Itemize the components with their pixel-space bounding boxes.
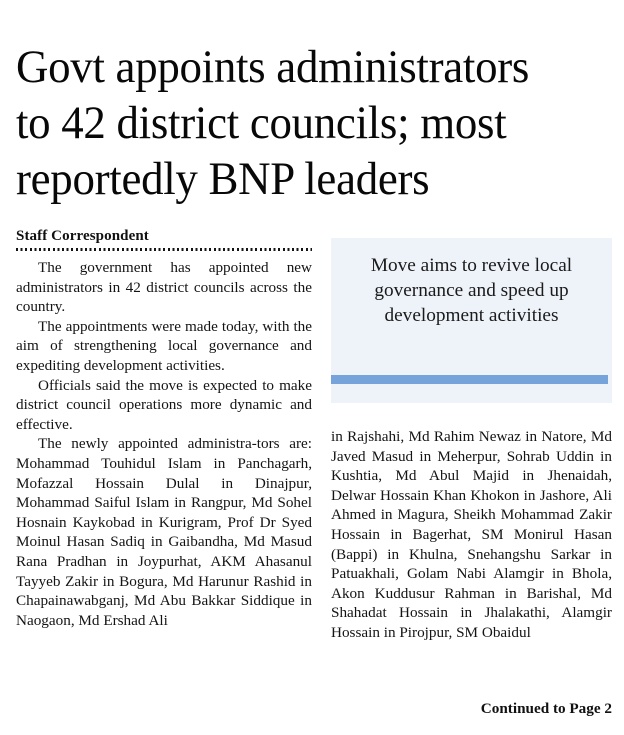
article-column-left: The government has appointed new adminis… <box>16 258 312 630</box>
dotted-divider <box>16 248 312 251</box>
headline-line-2: to 42 district councils; most <box>16 97 507 150</box>
headline-line-3: reportedly BNP leaders <box>16 153 430 206</box>
paragraph: The government has appointed new adminis… <box>16 259 312 316</box>
page-title: Govt appoints administrators to 42 distr… <box>16 39 585 207</box>
paragraph: The newly appointed administra-tors are:… <box>16 435 312 629</box>
continued-to-page-label: Continued to Page 2 <box>480 700 612 717</box>
byline-author: Staff Correspondent <box>16 228 149 244</box>
paragraph: in Rajshahi, Md Rahim Newaz in Natore, M… <box>331 428 612 641</box>
paragraph: The appointments were made today, with t… <box>16 317 312 374</box>
pullquote-accent-bar <box>331 375 608 384</box>
byline-block: Staff Correspondent <box>16 228 312 251</box>
pullquote-text: Move aims to revive local governance and… <box>370 255 573 326</box>
headline-line-1: Govt appoints administrators <box>16 41 530 94</box>
article-column-right: in Rajshahi, Md Rahim Newaz in Natore, M… <box>331 427 612 643</box>
paragraph: Officials said the move is expected to m… <box>16 376 312 433</box>
pullquote-box: Move aims to revive local governance and… <box>331 238 612 403</box>
